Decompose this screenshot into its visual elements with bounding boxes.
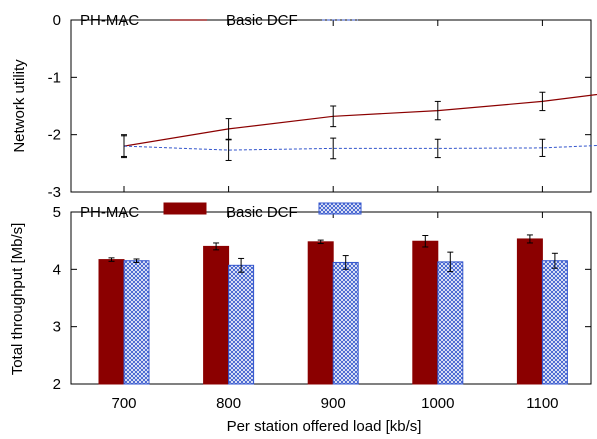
- utility-line-ph-mac: [123, 93, 597, 147]
- throughput-y-tick-label: 4: [53, 261, 61, 278]
- throughput-error-bar: [108, 257, 115, 262]
- throughput-error-bar: [342, 255, 349, 270]
- throughput-y-ticks: 2 3 4 5: [53, 204, 591, 393]
- throughput-x-tick-label: 700: [111, 395, 136, 412]
- utility-line-basic-dcf: [123, 144, 597, 151]
- utility-legend-label-basic-dcf: Basic DCF: [226, 12, 298, 29]
- utility-legend: PH-MAC Basic DCF: [80, 12, 358, 29]
- throughput-bar-basic-dcf: [332, 261, 359, 385]
- utility-error-bar: [539, 138, 546, 157]
- throughput-x-tick-label: 900: [321, 395, 346, 412]
- utility-y-axis-label: Network utility: [11, 59, 28, 153]
- throughput-bar-ph-mac: [98, 259, 125, 385]
- throughput-error-bar: [422, 235, 429, 248]
- throughput-error-bar: [238, 257, 245, 273]
- throughput-error-bar: [551, 252, 558, 269]
- throughput-error-bar: [526, 234, 533, 244]
- throughput-bar-ph-mac: [516, 238, 543, 385]
- throughput-legend-swatch-basic-dcf: [318, 202, 362, 215]
- throughput-bar-ph-mac: [412, 240, 439, 385]
- throughput-error-bar: [317, 239, 324, 245]
- throughput-y-tick-label: 5: [53, 204, 61, 221]
- throughput-x-axis-label: Per station offered load [kb/s]: [227, 418, 422, 435]
- throughput-legend-label-ph-mac: PH-MAC: [80, 204, 139, 221]
- utility-error-bar: [225, 139, 232, 161]
- throughput-x-tick-label: 800: [216, 395, 241, 412]
- utility-error-bar: [330, 137, 337, 160]
- throughput-x-tick-label: 1100: [526, 395, 558, 412]
- throughput-legend-label-basic-dcf: Basic DCF: [226, 204, 298, 221]
- throughput-bar-basic-dcf: [228, 264, 255, 385]
- throughput-x-tick-label: 1000: [421, 395, 454, 412]
- throughput-error-bar: [133, 258, 140, 263]
- utility-error-bar: [539, 91, 546, 112]
- throughput-y-tick-label: 3: [53, 319, 61, 336]
- throughput-error-bar: [447, 251, 454, 273]
- throughput-bar-basic-dcf: [123, 260, 150, 385]
- utility-y-tick-label: -2: [48, 127, 61, 144]
- throughput-bar-ph-mac: [203, 245, 230, 385]
- utility-error-bar: [434, 138, 441, 159]
- throughput-bars-group: [98, 234, 568, 385]
- utility-series-group: [121, 91, 597, 161]
- utility-x-ticks: [123, 20, 543, 192]
- throughput-bar-ph-mac: [307, 241, 334, 385]
- utility-y-ticks: -3 -2 -1 0: [48, 12, 591, 201]
- utility-legend-label-ph-mac: PH-MAC: [80, 12, 139, 29]
- throughput-bar-basic-dcf: [541, 260, 568, 385]
- utility-error-bar: [225, 118, 232, 140]
- utility-plot-frame: [70, 19, 592, 193]
- utility-error-bar: [121, 134, 127, 159]
- throughput-error-bar: [213, 242, 220, 251]
- utility-chart: -3 -2 -1 0 Network utility PH-MAC Basic DCF: [11, 12, 597, 201]
- throughput-bar-basic-dcf: [437, 261, 464, 385]
- throughput-y-tick-label: 2: [53, 376, 61, 393]
- throughput-x-ticks: 700800900100011001200: [111, 212, 559, 412]
- utility-error-bar: [330, 105, 337, 128]
- utility-y-tick-label: 0: [53, 12, 61, 29]
- throughput-y-axis-label: Total throughput [Mb/s]: [9, 223, 26, 376]
- utility-y-tick-label: -1: [48, 69, 61, 86]
- utility-error-bar: [434, 100, 441, 121]
- throughput-legend-swatch-ph-mac: [163, 202, 207, 215]
- throughput-legend: PH-MAC Basic DCF: [80, 202, 362, 221]
- utility-y-tick-label: -3: [48, 184, 61, 201]
